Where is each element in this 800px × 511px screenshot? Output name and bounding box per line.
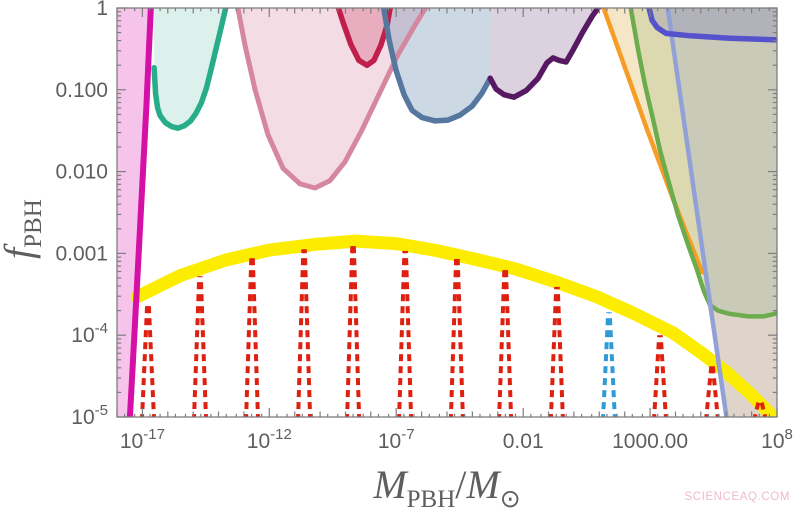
mass-spike — [752, 398, 762, 417]
mass-spike — [351, 245, 362, 417]
plot-content — [117, 8, 777, 417]
y-tick-label: 0.010 — [55, 161, 108, 184]
y-tick-label: 1 — [96, 0, 108, 20]
y-axis-title: fPBH — [0, 199, 47, 259]
mass-spike — [140, 302, 150, 417]
curve-evaporation-line — [126, 8, 154, 417]
y-tick-label: 0.100 — [55, 79, 108, 102]
curve-yellow-envelope — [130, 234, 777, 417]
curve-teal-line — [151, 8, 229, 131]
mass-spike — [652, 335, 662, 417]
mass-spike — [497, 268, 507, 417]
x-tick-label: 108 — [761, 426, 793, 453]
mass-spike — [555, 286, 565, 417]
mass-spike — [758, 398, 768, 417]
x-tick-label: 10-7 — [378, 426, 415, 453]
mass-spike — [345, 245, 355, 417]
mass-spike — [403, 250, 414, 417]
curve-periwinkle-line — [665, 8, 729, 417]
mass-spike — [710, 366, 720, 417]
region-purple-constraint — [490, 8, 599, 98]
region-violet-top-constraint — [649, 8, 777, 40]
mass-spike — [397, 250, 407, 417]
mass-spike — [250, 258, 260, 417]
mass-spike — [704, 366, 714, 417]
region-green-constraint — [630, 8, 777, 317]
mass-spike — [302, 249, 313, 417]
mass-spike — [448, 259, 459, 417]
curve-violet-top-line — [646, 8, 777, 43]
region-teal-constraint — [153, 8, 226, 129]
x-tick-label: 10-12 — [247, 426, 292, 453]
region-evaporation-left — [117, 8, 151, 417]
axis-ticks — [116, 7, 778, 418]
mass-spike — [658, 335, 668, 417]
mass-spike — [503, 268, 514, 417]
y-tick-label: 10-5 — [71, 402, 108, 429]
mass-spike — [198, 276, 208, 417]
y-tick-label: 0.001 — [55, 242, 108, 265]
watermark: SCIENCEAQ.COM — [684, 491, 790, 503]
mass-spike — [607, 312, 617, 417]
mass-spike — [601, 312, 611, 417]
curve-green-line — [628, 8, 777, 319]
curve-steelblue-line — [380, 8, 493, 124]
mass-spike — [146, 302, 156, 417]
mass-spike — [548, 286, 559, 417]
x-tick-label: 0.01 — [503, 430, 544, 453]
mass-spike — [455, 259, 465, 417]
mass-spike — [296, 249, 306, 417]
y-tick-label: 10-4 — [71, 320, 108, 347]
x-tick-label: 10-17 — [120, 426, 165, 453]
tick-labels: 10-17 10-12 10-7 0.01 1000.00 108 1 0.100 0.010 0… — [55, 0, 792, 453]
mass-spike — [192, 276, 202, 417]
mass-spike — [244, 258, 254, 417]
x-axis-title: MPBH/M⊙ — [372, 462, 520, 511]
curve-purple-line — [487, 8, 602, 100]
x-tick-label: 1000.00 — [612, 430, 688, 453]
